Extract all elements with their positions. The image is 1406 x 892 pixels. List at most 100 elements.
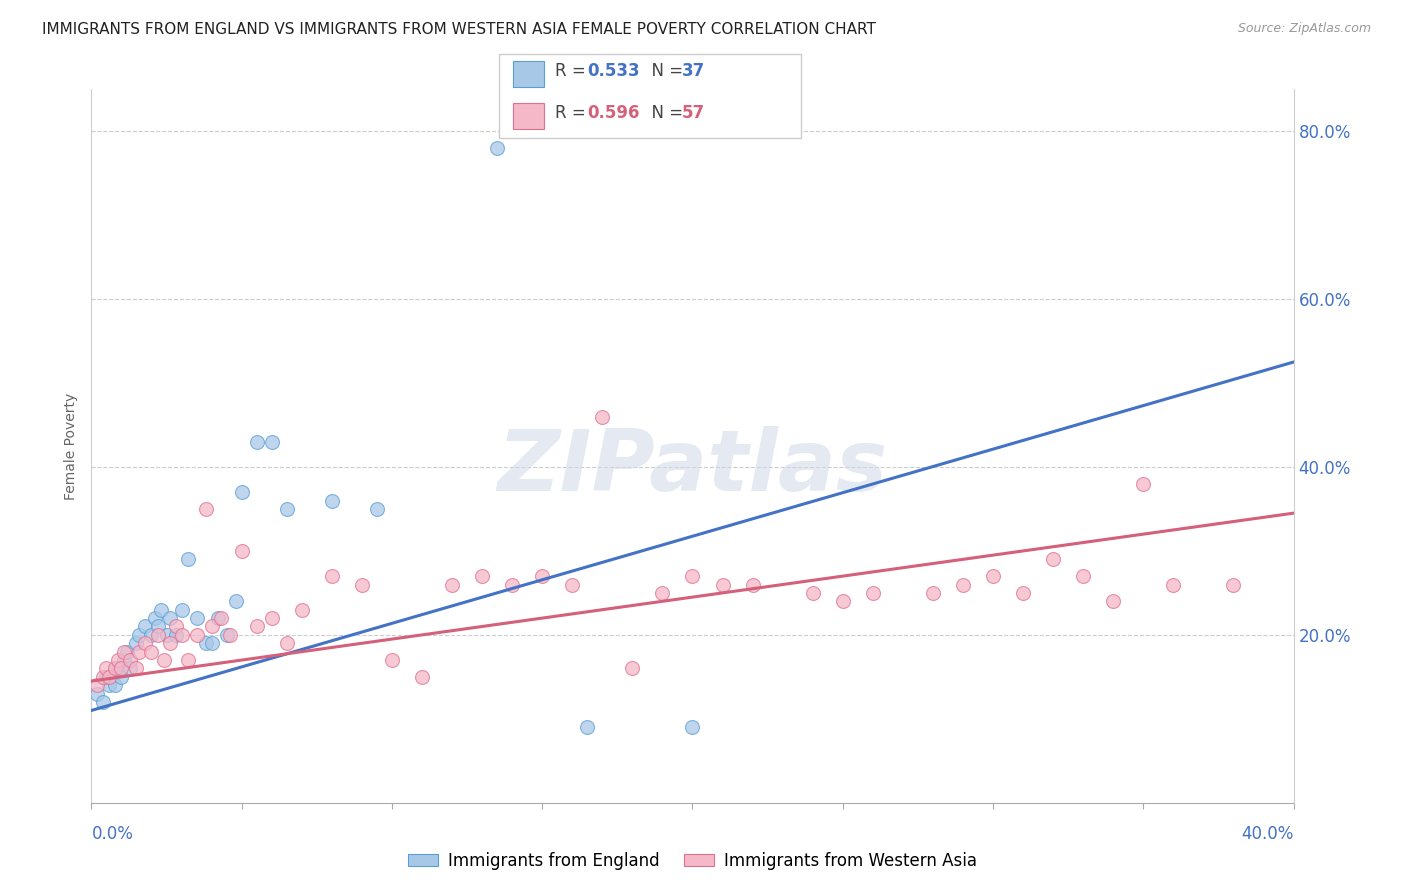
- Text: N =: N =: [641, 62, 689, 80]
- Point: [260, 611, 283, 625]
- Point: [201, 619, 224, 633]
- Point: [110, 670, 132, 684]
- Point: [801, 586, 824, 600]
- Point: [107, 653, 129, 667]
- Text: 37: 37: [682, 62, 706, 80]
- Point: [291, 603, 314, 617]
- Legend: Immigrants from England, Immigrants from Western Asia: Immigrants from England, Immigrants from…: [401, 846, 984, 877]
- Point: [350, 577, 373, 591]
- Point: [711, 577, 734, 591]
- Point: [98, 678, 121, 692]
- Point: [321, 493, 343, 508]
- Point: [128, 645, 150, 659]
- Point: [125, 636, 148, 650]
- Point: [165, 619, 187, 633]
- Point: [862, 586, 884, 600]
- Point: [1222, 577, 1244, 591]
- Point: [104, 678, 127, 692]
- Point: [152, 653, 174, 667]
- Point: [104, 661, 127, 675]
- Point: [561, 577, 583, 591]
- Point: [107, 661, 129, 675]
- Point: [134, 636, 156, 650]
- Point: [981, 569, 1004, 583]
- Point: [159, 636, 181, 650]
- Point: [741, 577, 763, 591]
- Point: [486, 141, 509, 155]
- Point: [117, 645, 139, 659]
- Point: [276, 502, 298, 516]
- Point: [952, 577, 974, 591]
- Text: Source: ZipAtlas.com: Source: ZipAtlas.com: [1237, 22, 1371, 36]
- Point: [591, 409, 613, 424]
- Point: [120, 653, 142, 667]
- Point: [231, 485, 253, 500]
- Point: [681, 720, 703, 734]
- Text: ZIPatlas: ZIPatlas: [498, 425, 887, 509]
- Point: [120, 661, 142, 675]
- Point: [1132, 476, 1154, 491]
- Text: 40.0%: 40.0%: [1241, 825, 1294, 843]
- Point: [1102, 594, 1125, 608]
- Point: [321, 569, 343, 583]
- Point: [176, 653, 198, 667]
- Point: [531, 569, 554, 583]
- Point: [215, 628, 238, 642]
- Point: [366, 502, 388, 516]
- Point: [165, 628, 187, 642]
- Point: [440, 577, 463, 591]
- Point: [218, 628, 240, 642]
- Point: [194, 502, 217, 516]
- Point: [86, 678, 108, 692]
- Point: [207, 611, 229, 625]
- Point: [681, 569, 703, 583]
- Text: R =: R =: [555, 62, 592, 80]
- Point: [471, 569, 494, 583]
- Point: [170, 628, 193, 642]
- Point: [141, 628, 163, 642]
- Point: [246, 434, 269, 449]
- Point: [1042, 552, 1064, 566]
- Point: [134, 619, 156, 633]
- Text: 57: 57: [682, 104, 704, 122]
- Point: [176, 552, 198, 566]
- Point: [146, 619, 169, 633]
- Point: [194, 636, 217, 650]
- Point: [114, 645, 136, 659]
- Point: [1071, 569, 1094, 583]
- Point: [86, 687, 108, 701]
- Point: [1012, 586, 1035, 600]
- Y-axis label: Female Poverty: Female Poverty: [65, 392, 79, 500]
- Point: [146, 628, 169, 642]
- Text: IMMIGRANTS FROM ENGLAND VS IMMIGRANTS FROM WESTERN ASIA FEMALE POVERTY CORRELATI: IMMIGRANTS FROM ENGLAND VS IMMIGRANTS FR…: [42, 22, 876, 37]
- Point: [231, 544, 253, 558]
- Point: [149, 603, 172, 617]
- Point: [201, 636, 224, 650]
- Point: [831, 594, 853, 608]
- Point: [186, 628, 208, 642]
- Point: [143, 611, 166, 625]
- Text: 0.533: 0.533: [588, 62, 640, 80]
- Point: [260, 434, 283, 449]
- Point: [155, 628, 177, 642]
- Point: [125, 661, 148, 675]
- Point: [93, 695, 115, 709]
- Text: R =: R =: [555, 104, 592, 122]
- Point: [225, 594, 247, 608]
- Point: [276, 636, 298, 650]
- Point: [411, 670, 433, 684]
- Point: [381, 653, 404, 667]
- Point: [128, 628, 150, 642]
- Point: [96, 661, 118, 675]
- Point: [96, 670, 118, 684]
- Point: [922, 586, 945, 600]
- Point: [501, 577, 523, 591]
- Text: N =: N =: [641, 104, 689, 122]
- Point: [110, 661, 132, 675]
- Point: [93, 670, 115, 684]
- Point: [114, 653, 136, 667]
- Point: [141, 645, 163, 659]
- Point: [159, 611, 181, 625]
- Point: [170, 603, 193, 617]
- Point: [209, 611, 232, 625]
